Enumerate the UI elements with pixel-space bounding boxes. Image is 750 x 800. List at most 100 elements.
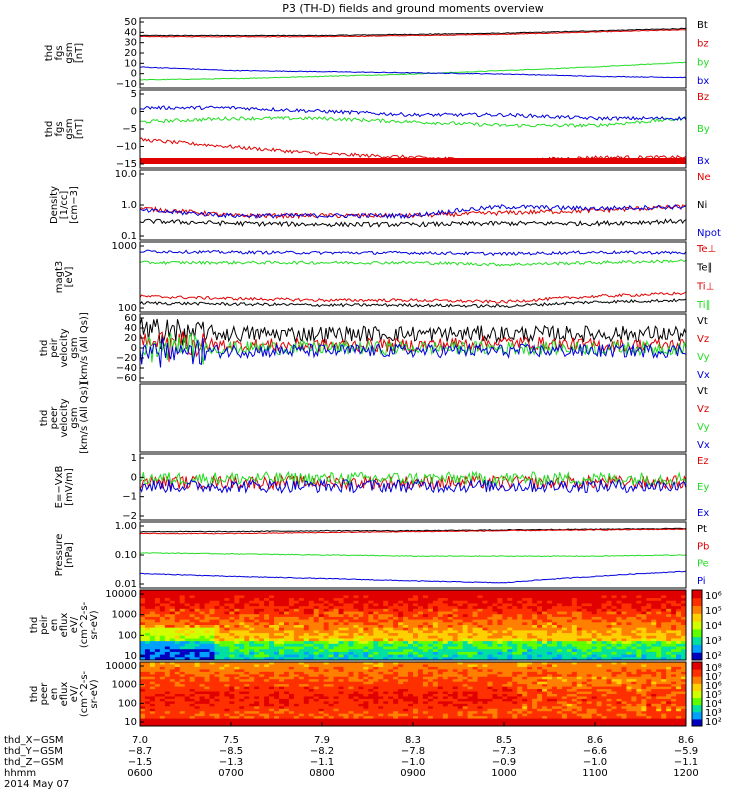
heatmap-cell — [154, 633, 161, 637]
ylabel-line: [cm−3] — [69, 186, 80, 224]
heatmap-cell — [641, 646, 647, 650]
legend-Ti∥: Ti∥ — [696, 300, 711, 311]
heatmap-cell — [561, 598, 568, 602]
heatmap-cell — [581, 598, 588, 602]
heatmap-cell — [457, 694, 464, 697]
heatmap-cell — [472, 635, 479, 639]
heatmap-cell — [298, 669, 305, 673]
heatmap-cell — [427, 638, 434, 642]
heatmap-cell — [646, 664, 652, 668]
heatmap-cell — [229, 595, 235, 599]
heatmap-cell — [373, 592, 379, 596]
heatmap-cell — [571, 603, 578, 607]
heatmap-cell — [164, 625, 171, 629]
heatmap-cell — [358, 676, 364, 680]
heatmap-cell — [368, 662, 374, 665]
heatmap-cell — [656, 649, 662, 653]
heatmap-cell — [467, 649, 474, 653]
heatmap-cell — [452, 616, 459, 621]
heatmap-cell — [447, 619, 454, 623]
heatmap-cell — [140, 622, 146, 626]
heatmap-cell — [527, 630, 533, 634]
heatmap-cell — [144, 701, 151, 705]
heatmap-cell — [681, 606, 687, 610]
heatmap-cell — [626, 595, 632, 599]
heatmap-cell — [358, 616, 364, 621]
heatmap-cell — [442, 641, 449, 645]
panel-p6: thd peer velocity gsm [km/s (All Qs)] VtVzVyV… — [39, 382, 710, 454]
heatmap-cell — [571, 643, 578, 648]
heatmap-cell — [169, 627, 176, 631]
heatmap-cell — [646, 651, 652, 656]
heatmap-cell — [398, 703, 404, 707]
heatmap-cell — [547, 681, 553, 685]
heatmap-cell — [586, 633, 593, 637]
heatmap-cell — [527, 603, 533, 607]
heatmap-cell — [522, 606, 528, 610]
heatmap-cell — [398, 592, 404, 596]
heatmap-cell — [447, 598, 454, 602]
series-Pi — [139, 552, 687, 558]
heatmap-cell — [140, 691, 146, 695]
heatmap-cell — [551, 698, 558, 702]
heatmap-cell — [393, 616, 399, 621]
heatmap-cell — [308, 701, 315, 705]
heatmap-cell — [323, 664, 330, 668]
heatmap-cell — [393, 646, 399, 650]
heatmap-cell — [487, 625, 493, 629]
heatmap-cell — [527, 689, 533, 693]
heatmap-cell — [621, 600, 627, 604]
heatmap-cell — [313, 590, 320, 594]
heatmap-cell — [313, 646, 320, 650]
heatmap-cell — [283, 611, 290, 615]
heatmap-cell — [149, 606, 156, 610]
heatmap-cell — [184, 681, 191, 685]
heatmap-cell — [224, 590, 230, 594]
heatmap-cell — [606, 684, 613, 688]
heatmap-cell — [244, 691, 250, 695]
heatmap-cell — [527, 691, 533, 695]
heatmap-cell — [318, 643, 325, 648]
heatmap-cell — [194, 676, 201, 680]
heatmap-cell — [393, 630, 399, 634]
heatmap-cell — [651, 666, 657, 670]
heatmap-cell — [502, 649, 508, 653]
heatmap-cell — [606, 681, 613, 685]
heatmap-cell — [144, 606, 151, 610]
heatmap-cell — [328, 622, 335, 626]
heatmap-cell — [408, 691, 414, 695]
heatmap-cell — [581, 608, 588, 613]
heatmap-cell — [278, 622, 285, 626]
heatmap-cell — [308, 686, 315, 690]
heatmap-cell — [601, 643, 608, 648]
heatmap-cell — [681, 691, 687, 695]
heatmap-cell — [199, 619, 206, 623]
ytick: 0.10 — [115, 550, 137, 561]
heatmap-cell — [457, 598, 464, 602]
heatmap-cell — [378, 643, 384, 648]
heatmap-cell — [621, 635, 627, 639]
heatmap-cell — [551, 701, 558, 705]
heatmap-cell — [497, 676, 503, 680]
heatmap-cell — [269, 633, 275, 637]
heatmap-cell — [601, 689, 608, 693]
heatmap-cell — [596, 619, 603, 623]
heatmap-cell — [556, 608, 563, 613]
heatmap-cell — [586, 681, 593, 685]
heatmap-cell — [373, 676, 379, 680]
heatmap-cell — [457, 622, 464, 626]
heatmap-cell — [661, 603, 667, 607]
heatmap-cell — [571, 598, 578, 602]
heatmap-cell — [492, 625, 498, 629]
heatmap-cell — [671, 651, 677, 656]
heatmap-cell — [254, 674, 260, 678]
heatmap-cell — [611, 654, 618, 658]
heatmap-cell — [641, 666, 647, 670]
heatmap-cell — [298, 614, 305, 618]
ylabel-p7: E=−VxB [mV/m] — [54, 466, 75, 509]
heatmap-cell — [442, 627, 449, 631]
heatmap-cell — [591, 671, 598, 675]
heatmap-cell — [417, 638, 424, 642]
heatmap-cell — [209, 691, 215, 695]
